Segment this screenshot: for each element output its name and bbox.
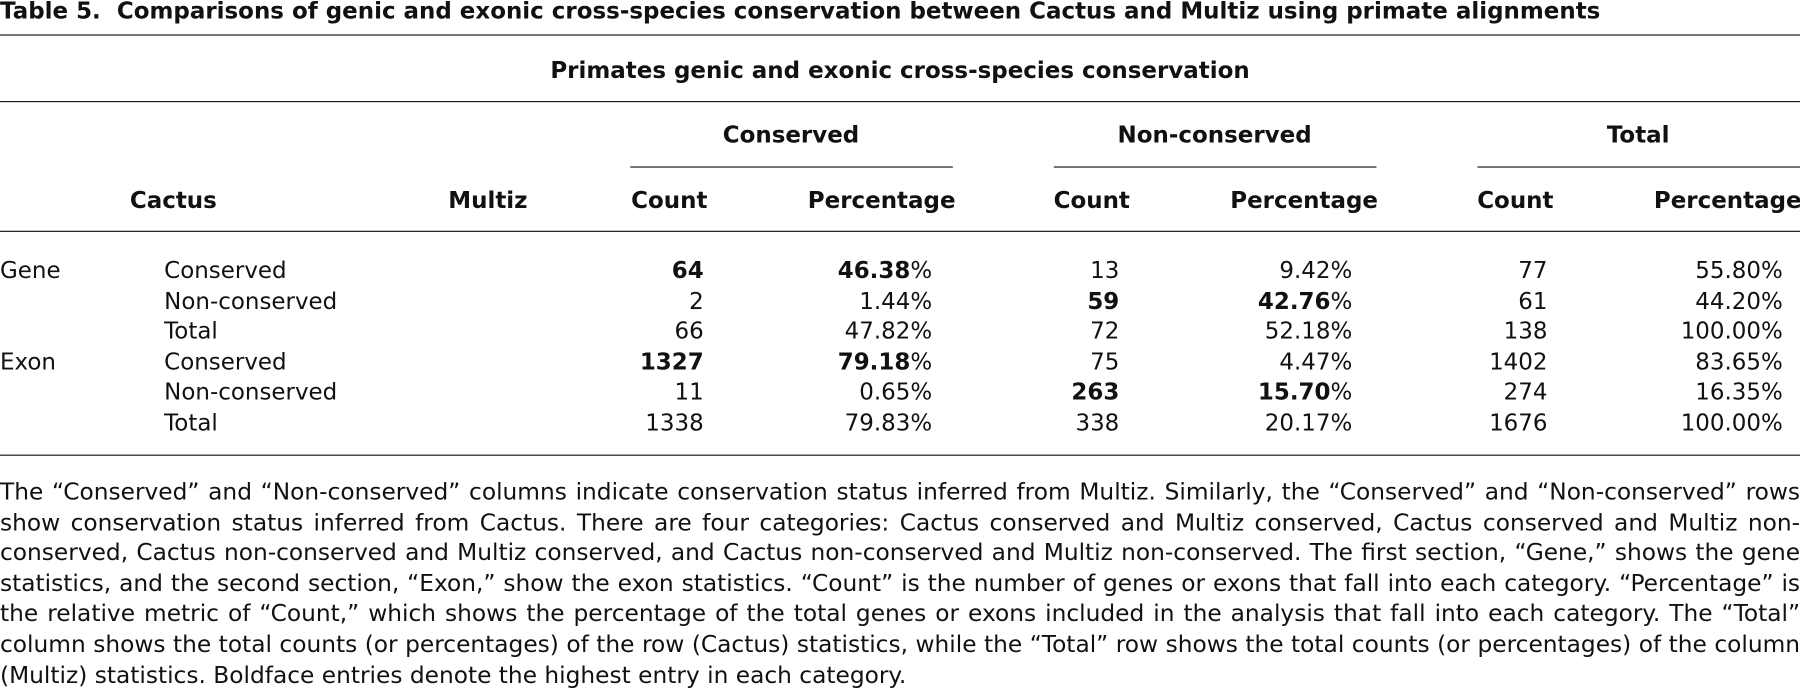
cell: 11 — [674, 378, 704, 406]
column-group-header: Total — [1606, 120, 1670, 149]
cell: 0.65% — [859, 378, 933, 406]
column-header: Percentage — [1230, 185, 1378, 214]
cell-bold: 79.18 — [837, 347, 911, 376]
cell: 79.83% — [844, 408, 933, 437]
column-group-header: Non-conserved — [1117, 120, 1312, 149]
table-subheader: Primates genic and exonic cross-species … — [550, 56, 1250, 84]
group-rule — [630, 166, 953, 168]
column-header: Percentage — [1653, 185, 1800, 214]
cell: 15.70% — [1123, 377, 1353, 407]
rule — [0, 230, 1800, 232]
cell: 75 — [1090, 347, 1120, 376]
cell: 55.80% — [1695, 256, 1783, 284]
cell: 46.38% — [703, 255, 933, 285]
cell: 138 — [1503, 317, 1548, 345]
cell: 13 — [1090, 256, 1120, 284]
cell: 100.00% — [1680, 408, 1783, 437]
cell: 274 — [1503, 378, 1548, 406]
cell: 16.35% — [1695, 378, 1783, 406]
cell-suffix: % — [910, 347, 933, 376]
cell: 2 — [689, 286, 704, 315]
cell-bold: 59 — [1087, 286, 1120, 315]
cell: 338 — [1075, 408, 1120, 437]
column-header: Multiz — [448, 185, 528, 214]
cell: 59 — [890, 285, 1120, 315]
cell: 66 — [674, 317, 704, 345]
cell: 61 — [1518, 286, 1548, 315]
cell: 72 — [1090, 317, 1120, 345]
group-rule — [1477, 166, 1800, 168]
cell-bold: 42.76 — [1257, 286, 1331, 315]
cell: 77 — [1518, 256, 1548, 284]
section-label: Exon — [0, 347, 57, 376]
cell: 263 — [890, 377, 1120, 407]
group-rule — [1053, 166, 1377, 168]
cell: 52.18% — [1264, 317, 1353, 345]
table-footnote: The “Conserved” and “Non-conserved” colu… — [0, 477, 1800, 689]
cell-suffix: % — [910, 256, 933, 284]
cell: 1676 — [1489, 408, 1548, 437]
cell: 1338 — [645, 408, 704, 437]
cell: 79.18% — [703, 346, 933, 376]
table-caption: Comparisons of genic and exonic cross-sp… — [116, 0, 1601, 25]
cell: 9.42% — [1279, 256, 1353, 284]
table-label: Table 5. — [0, 0, 101, 25]
rule — [0, 34, 1800, 36]
cell: 1327 — [474, 346, 704, 376]
cell: 20.17% — [1264, 408, 1353, 437]
cell: 4.47% — [1279, 347, 1353, 376]
cell-suffix: % — [1330, 286, 1353, 315]
cell-bold: 1327 — [639, 347, 704, 376]
cell-bold: 15.70 — [1257, 378, 1331, 406]
cell-bold: 263 — [1071, 378, 1120, 406]
row-label: Non-conserved — [164, 378, 338, 406]
cell-suffix: % — [1330, 378, 1353, 406]
row-label: Total — [164, 317, 218, 345]
cell-bold: 46.38 — [837, 256, 911, 284]
column-header: Count — [1477, 185, 1554, 214]
row-label: Conserved — [164, 256, 287, 284]
cell-bold: 64 — [671, 256, 704, 284]
cell: 1402 — [1489, 347, 1548, 376]
rule — [0, 101, 1800, 103]
column-group-header: Conserved — [722, 120, 860, 149]
column-header: Count — [1053, 185, 1130, 214]
section-label: Gene — [0, 256, 61, 284]
cell: 42.76% — [1123, 285, 1353, 315]
cell: 64 — [474, 255, 704, 285]
cell: 83.65% — [1695, 347, 1783, 376]
row-label: Conserved — [164, 347, 287, 376]
rule — [0, 454, 1800, 456]
table-title: Table 5. Comparisons of genic and exonic … — [0, 0, 1600, 25]
row-label: Non-conserved — [164, 286, 338, 315]
column-header: Cactus — [129, 185, 217, 214]
cell: 44.20% — [1695, 286, 1783, 315]
cell: 47.82% — [844, 317, 933, 345]
row-label: Total — [164, 408, 218, 437]
column-header: Count — [631, 185, 708, 214]
cell: 100.00% — [1680, 317, 1783, 345]
column-header: Percentage — [807, 185, 956, 214]
cell: 1.44% — [859, 286, 933, 315]
